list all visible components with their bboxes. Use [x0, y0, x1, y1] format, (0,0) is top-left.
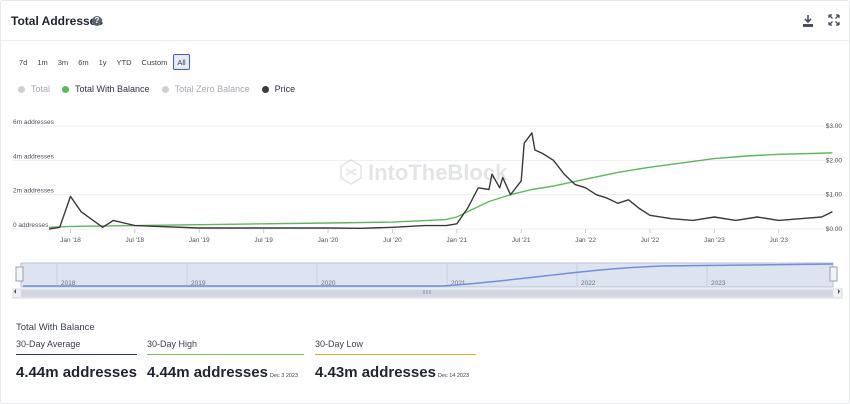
stat-label: 30-Day Low: [315, 339, 476, 355]
x-tick-label: Jul '18: [126, 237, 145, 244]
range-selector: 7d 1m 3m 6m 1y YTD Custom All: [15, 54, 190, 70]
range-button-1y[interactable]: 1y: [98, 58, 107, 67]
x-tick-label: Jul '20: [383, 237, 402, 244]
x-tick-label: Jan '19: [189, 237, 210, 244]
download-icon[interactable]: [802, 14, 814, 28]
range-button-ytd[interactable]: YTD: [116, 58, 132, 67]
navigator-left-handle[interactable]: [15, 266, 24, 282]
legend-marker: [62, 85, 70, 93]
stats-title: Total With Balance: [16, 322, 95, 333]
range-navigator[interactable]: 2018 2019 2020 2021 2022 2023: [12, 262, 843, 299]
navigator-right-handle[interactable]: [829, 266, 838, 282]
x-tick-label: Jan '23: [704, 237, 725, 244]
scroll-left-arrow-icon[interactable]: [14, 289, 16, 294]
navigator-series: [23, 263, 834, 287]
scroll-right-arrow-icon[interactable]: [838, 289, 840, 294]
x-tick-label: Jan '22: [575, 237, 596, 244]
stat-label: 30-Day High: [147, 339, 304, 355]
navigator-year-label: 2018: [61, 280, 76, 287]
expand-icon[interactable]: [828, 14, 840, 26]
question-circle-icon[interactable]: ?: [92, 16, 102, 26]
legend-item-total[interactable]: Total: [18, 84, 50, 94]
legend-item-total-zero-balance[interactable]: Total Zero Balance: [161, 84, 250, 94]
stat-value: 4.43m addresses: [315, 364, 436, 381]
navigator-year-label: 2020: [321, 280, 336, 287]
stat-value-wrapper: 4.43m addresses Dec 14 2023: [315, 364, 476, 381]
y-left-tick-label: 4m addresses: [13, 153, 55, 160]
stat-value-wrapper: 4.44m addresses: [16, 364, 137, 381]
navigator-year-label: 2022: [581, 280, 596, 287]
scrollbar-grip-icon[interactable]: [423, 290, 431, 294]
range-button-6m[interactable]: 6m: [78, 58, 89, 67]
legend-item-price[interactable]: Price: [261, 84, 296, 94]
line-chart: 0 addresses 2m addresses 4m addresses 6m ad…: [12, 119, 843, 299]
y-left-tick-label: 2m addresses: [13, 188, 55, 195]
range-button-7d[interactable]: 7d: [19, 58, 28, 67]
range-button-1m[interactable]: 1m: [37, 58, 48, 67]
x-tick-label: Jul '21: [512, 237, 531, 244]
series-line-price[interactable]: [48, 132, 833, 230]
legend-marker: [161, 85, 169, 93]
x-tick-label: Jul '19: [254, 237, 273, 244]
range-button-custom[interactable]: Custom: [141, 58, 168, 67]
watermark-text: IntoTheBlock: [368, 160, 508, 185]
stat-value-wrapper: 4.44m addresses Dec 3 2023: [147, 364, 304, 381]
chart-title: Total Addresses: [11, 14, 104, 28]
y-left-tick-label: 0 addresses: [13, 222, 49, 229]
x-tick-label: Jan '21: [446, 237, 467, 244]
x-tick-label: Jul '23: [769, 237, 788, 244]
stat-date: Dec 14 2023: [437, 373, 470, 379]
y-right-tick-label: $0.00: [826, 226, 843, 233]
stat-30-day-low: 30-Day Low 4.43m addresses Dec 14 2023: [315, 339, 476, 381]
watermark: IntoTheBlock: [340, 159, 508, 185]
navigator-year-label: 2021: [451, 280, 466, 287]
legend-item-total-with-balance[interactable]: Total With Balance: [62, 84, 150, 94]
x-tick-label: Jan '20: [318, 237, 339, 244]
range-button-all[interactable]: All: [173, 54, 190, 70]
stat-label: 30-Day Average: [16, 339, 137, 355]
y-right-tick-label: $2.00: [826, 157, 843, 164]
x-tick-label: Jan '18: [60, 237, 81, 244]
stat-value: 4.44m addresses: [147, 364, 268, 381]
legend-marker: [261, 85, 269, 93]
y-right-tick-label: $1.00: [826, 192, 843, 199]
legend-label: Total With Balance: [75, 84, 150, 94]
range-button-3m[interactable]: 3m: [57, 58, 69, 67]
legend-label: Total Zero Balance: [174, 84, 250, 94]
chart-legend: Total Total With Balance Total Zero Balanc…: [18, 84, 295, 94]
y-left-tick-label: 6m addresses: [13, 119, 55, 126]
legend-label: Price: [274, 84, 296, 94]
navigator-year-label: 2023: [711, 280, 726, 287]
legend-marker: [18, 85, 25, 93]
x-tick-label: Jul '22: [641, 237, 660, 244]
stat-30-day-average: 30-Day Average 4.44m addresses: [16, 339, 137, 381]
stat-30-day-high: 30-Day High 4.44m addresses Dec 3 2023: [147, 339, 304, 381]
watermark-logo-icon: [340, 159, 362, 185]
stat-value: 4.44m addresses: [16, 364, 137, 381]
legend-label: Total: [31, 84, 51, 94]
stat-date: Dec 3 2023: [269, 373, 299, 379]
y-right-tick-label: $3.00: [826, 123, 843, 130]
card-header: Total Addresses ?: [1, 1, 849, 41]
navigator-year-label: 2019: [191, 280, 206, 287]
